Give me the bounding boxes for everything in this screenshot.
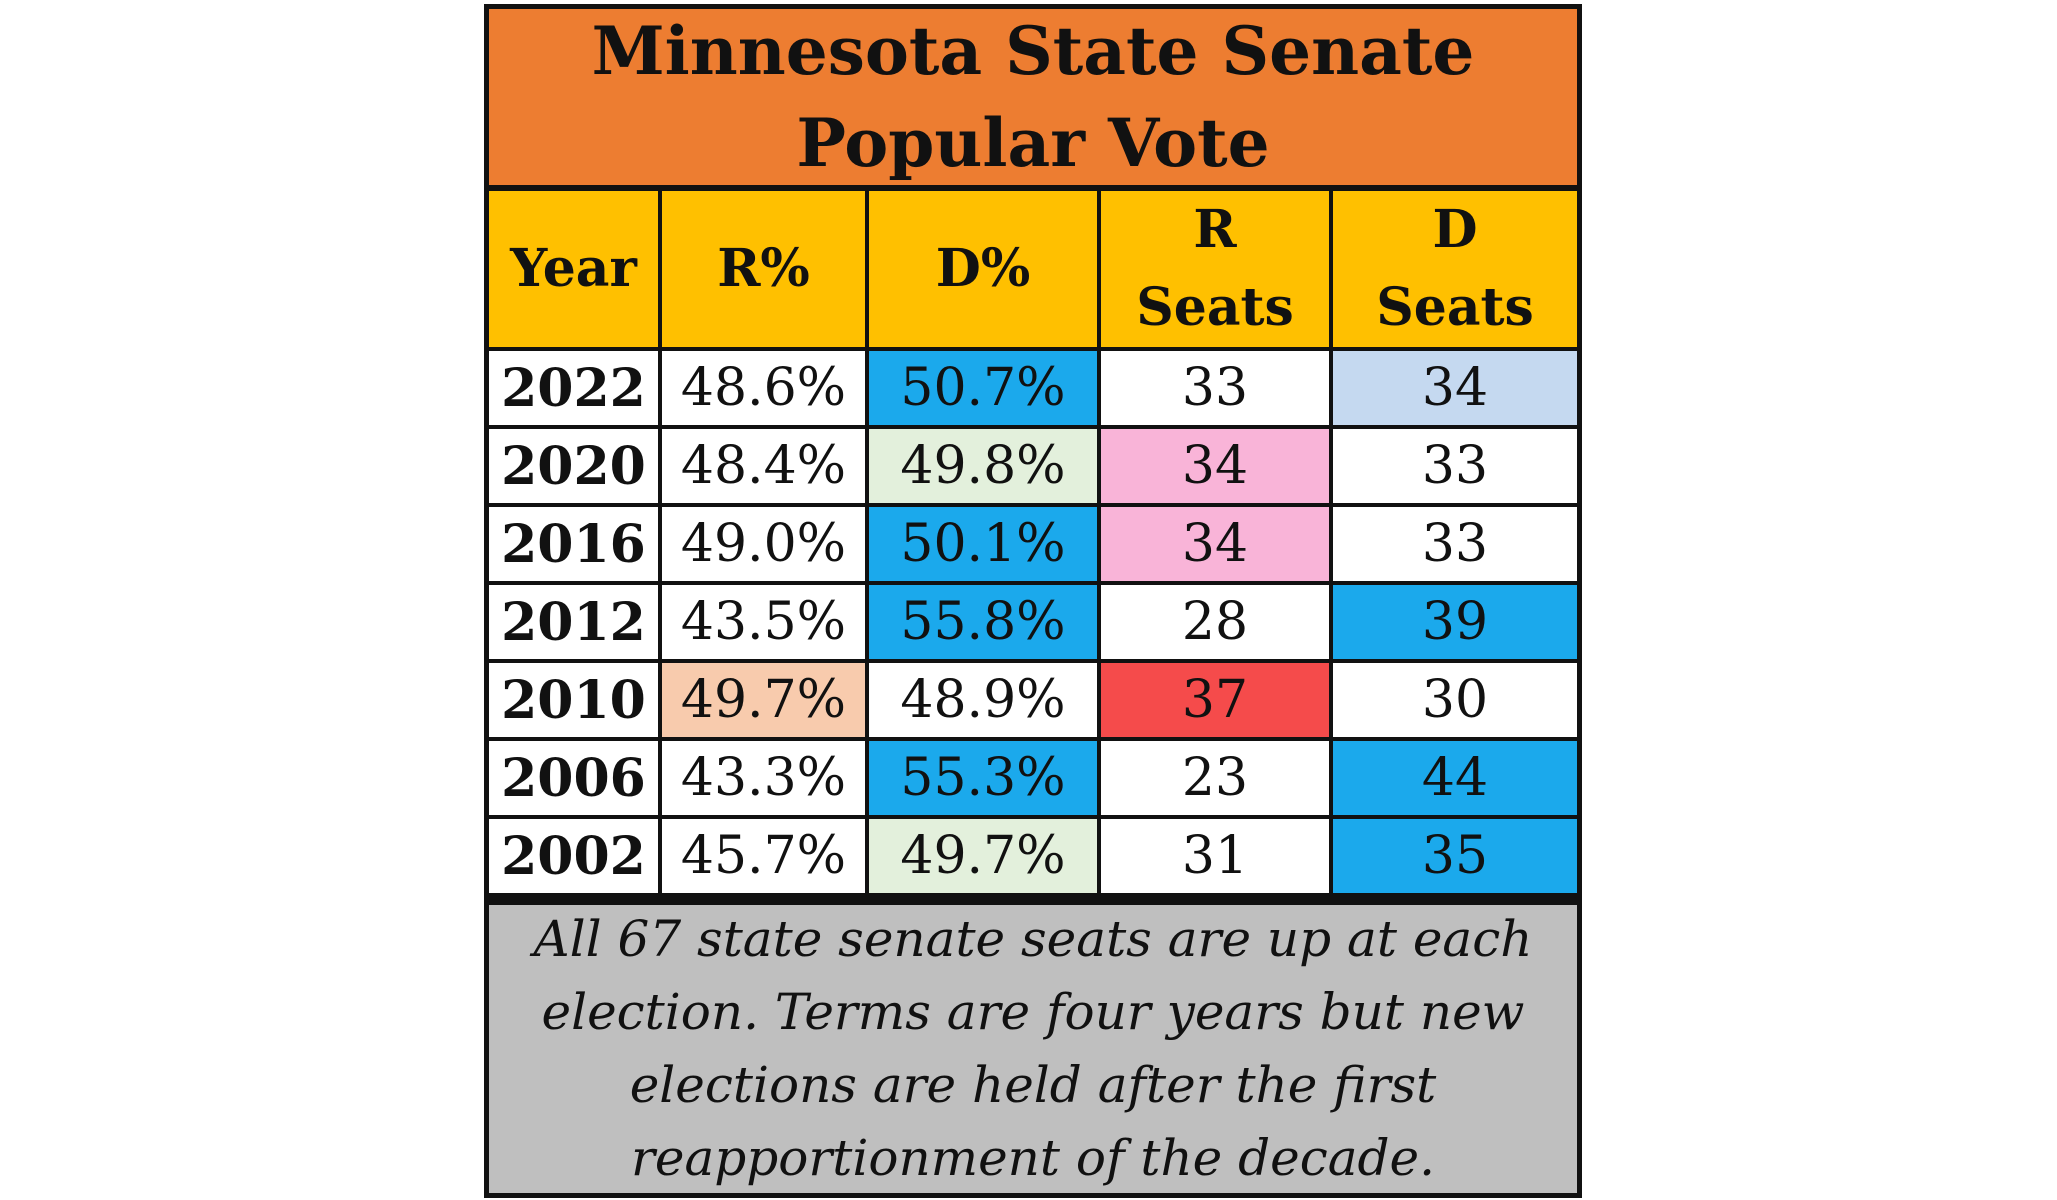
cell-r-pct: 49.0% [662,507,869,585]
cell-d-pct: 49.7% [869,819,1101,897]
cell-r-seats: 28 [1101,585,1333,663]
cell-r-pct: 48.6% [662,351,869,429]
cell-r-pct: 49.7% [662,663,869,741]
cell-d-pct: 55.3% [869,741,1101,819]
cell-r-seats: 34 [1101,429,1333,507]
header-d-seats: D Seats [1333,191,1577,351]
cell-d-seats: 35 [1333,819,1577,897]
cell-year: 2020 [489,429,662,507]
cell-year: 2010 [489,663,662,741]
footnote-line: reapportionment of the decade. [630,1129,1436,1187]
header-label: D% [935,238,1031,299]
cell-d-pct: 50.7% [869,351,1101,429]
header-label: Seats [1136,277,1294,338]
cell-year: 2012 [489,585,662,663]
table-row: 2002 45.7% 49.7% 31 35 [489,819,1577,897]
header-label: R% [717,238,810,299]
cell-r-pct: 45.7% [662,819,869,897]
cell-year: 2016 [489,507,662,585]
table-row: 2020 48.4% 49.8% 34 33 [489,429,1577,507]
table-body: 2022 48.6% 50.7% 33 34 2020 48.4% 49.8% 34 33 2016… [489,351,1577,897]
cell-r-seats: 33 [1101,351,1333,429]
cell-d-seats: 30 [1333,663,1577,741]
table-row: 2012 43.5% 55.8% 28 39 [489,585,1577,663]
header-label: Seats [1376,277,1534,338]
cell-d-seats: 33 [1333,429,1577,507]
table-title: Minnesota State Senate Popular Vote [489,9,1577,185]
cell-year: 2002 [489,819,662,897]
footnote-line: All 67 state senate seats are up at each [533,910,1533,968]
cell-d-seats: 33 [1333,507,1577,585]
cell-r-seats: 37 [1101,663,1333,741]
table-row: 2006 43.3% 55.3% 23 44 [489,741,1577,819]
table-row: 2022 48.6% 50.7% 33 34 [489,351,1577,429]
table-card: Minnesota State Senate Popular Vote Year… [484,4,1582,1198]
cell-d-pct: 55.8% [869,585,1101,663]
header-year: Year [489,191,662,351]
cell-r-pct: 43.3% [662,741,869,819]
cell-r-seats: 34 [1101,507,1333,585]
header-label: D [1432,199,1478,260]
title-line: Popular Vote [796,104,1270,182]
footnote-line: elections are held after the first [629,1056,1437,1114]
cell-r-seats: 31 [1101,819,1333,897]
cell-d-pct: 49.8% [869,429,1101,507]
header-label: Year [510,238,637,299]
cell-r-pct: 43.5% [662,585,869,663]
data-table: Year R% D% R Seats D Seats 2022 48.6% 50.7% 3… [489,191,1577,897]
header-label: R [1193,199,1237,260]
cell-d-seats: 44 [1333,741,1577,819]
cell-r-seats: 23 [1101,741,1333,819]
cell-d-pct: 48.9% [869,663,1101,741]
header-row: Year R% D% R Seats D Seats [489,191,1577,351]
header-r-seats: R Seats [1101,191,1333,351]
footnote-line: election. Terms are four years but new [541,983,1525,1041]
footnote: All 67 state senate seats are up at each… [489,905,1577,1193]
header-r-pct: R% [662,191,869,351]
cell-d-pct: 50.1% [869,507,1101,585]
table-row: 2016 49.0% 50.1% 34 33 [489,507,1577,585]
cell-year: 2022 [489,351,662,429]
cell-r-pct: 48.4% [662,429,869,507]
table-row: 2010 49.7% 48.9% 37 30 [489,663,1577,741]
header-d-pct: D% [869,191,1101,351]
cell-d-seats: 34 [1333,351,1577,429]
title-line: Minnesota State Senate [591,12,1475,90]
cell-year: 2006 [489,741,662,819]
cell-d-seats: 39 [1333,585,1577,663]
